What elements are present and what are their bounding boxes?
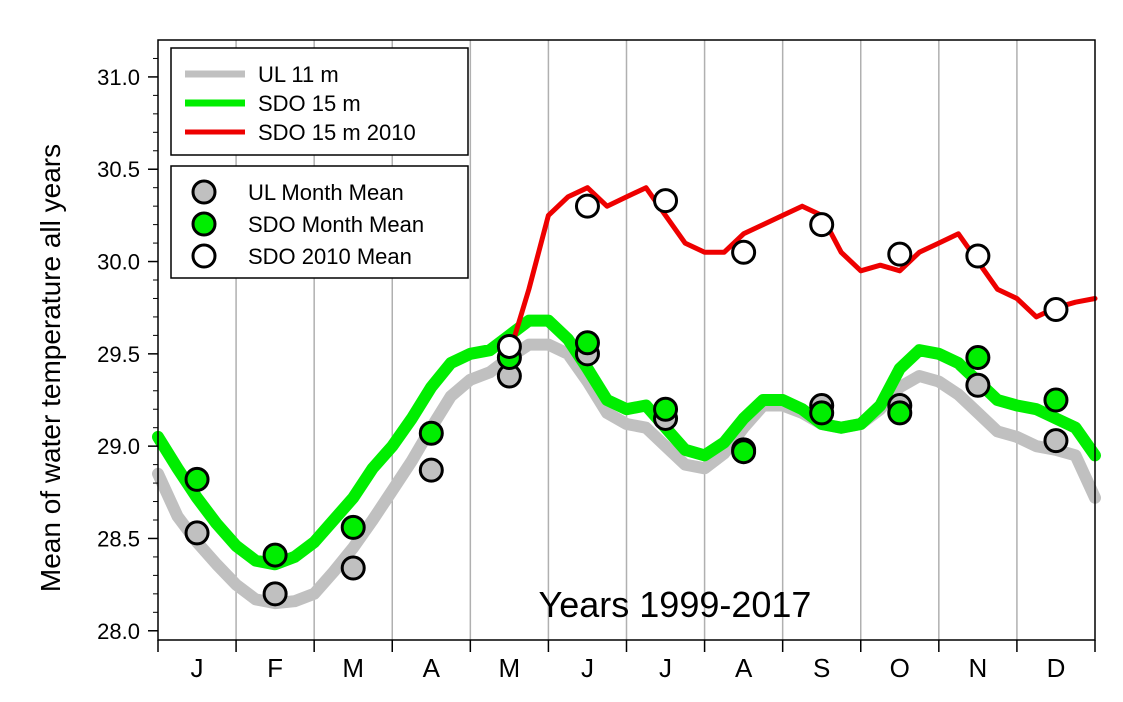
month-mean-marker (1043, 297, 1069, 323)
month-mean-marker (809, 212, 835, 238)
month-mean-marker (262, 542, 288, 568)
month-mean-marker (731, 239, 757, 265)
month-mean-marker (184, 520, 210, 546)
series-line (152, 338, 1101, 610)
series-line (506, 185, 1098, 357)
month-mean-marker (340, 514, 366, 540)
month-label: A (735, 653, 753, 683)
month-label: A (423, 653, 441, 683)
y-axis-label: Mean of water temperature all years (35, 144, 66, 592)
month-label: M (342, 653, 364, 683)
month-mean-marker (731, 439, 757, 465)
month-label: D (1047, 653, 1066, 683)
month-mean-marker (574, 330, 600, 356)
line-legend: UL 11 m SDO 15 m SDO 15 m 2010 (170, 47, 469, 156)
month-label: M (499, 653, 521, 683)
legend-marker-swatch (191, 179, 217, 205)
marker-legend: UL Month Mean SDO Month Mean SDO 2010 Mean (170, 165, 469, 279)
month-mean-marker (965, 243, 991, 269)
month-mean-marker (653, 188, 679, 214)
month-label: S (813, 653, 830, 683)
month-mean-marker (262, 581, 288, 607)
series-lines (152, 185, 1101, 610)
month-label: O (890, 653, 910, 683)
month-mean-marker (574, 193, 600, 219)
month-label: F (267, 653, 283, 683)
month-label: J (659, 653, 672, 683)
y-tick-label: 28.5 (97, 526, 140, 551)
legend-marker-label: SDO 2010 Mean (248, 244, 412, 269)
month-label: J (191, 653, 204, 683)
month-mean-marker (887, 241, 913, 267)
y-tick-label: 30.5 (97, 157, 140, 182)
legend-line-label: SDO 15 m 2010 (258, 120, 416, 145)
month-mean-marker (809, 400, 835, 426)
y-tick-label: 29.0 (97, 434, 140, 459)
month-mean-marker (184, 466, 210, 492)
series-line (152, 314, 1101, 571)
legend-line-label: UL 11 m (258, 62, 339, 87)
legend-marker-swatch (191, 211, 217, 237)
month-mean-marker (653, 396, 679, 422)
legend-marker-swatch (191, 243, 217, 269)
y-tick-label: 30.0 (97, 250, 140, 275)
month-mean-marker (965, 372, 991, 398)
y-tick-label: 29.5 (97, 342, 140, 367)
y-tick-label: 28.0 (97, 619, 140, 644)
years-annotation: Years 1999-2017 (539, 584, 812, 625)
month-mean-marker (1043, 428, 1069, 454)
legend-marker-label: SDO Month Mean (248, 212, 424, 237)
month-label: N (968, 653, 987, 683)
month-mean-marker (1043, 387, 1069, 413)
month-label: J (581, 653, 594, 683)
month-mean-marker (340, 555, 366, 581)
y-tick-label: 31.0 (97, 65, 140, 90)
month-mean-marker (418, 457, 444, 483)
legend-marker-label: UL Month Mean (248, 180, 404, 205)
legend-line-label: SDO 15 m (258, 91, 361, 116)
series-markers (184, 188, 1069, 607)
month-mean-marker (965, 345, 991, 371)
month-mean-marker (887, 400, 913, 426)
month-mean-marker (496, 333, 522, 359)
month-mean-marker (418, 420, 444, 446)
y-axis: 28.0 28.5 29.0 29.5 30.0 30.5 31.0 (97, 57, 158, 644)
marker-legend-box (170, 165, 469, 279)
